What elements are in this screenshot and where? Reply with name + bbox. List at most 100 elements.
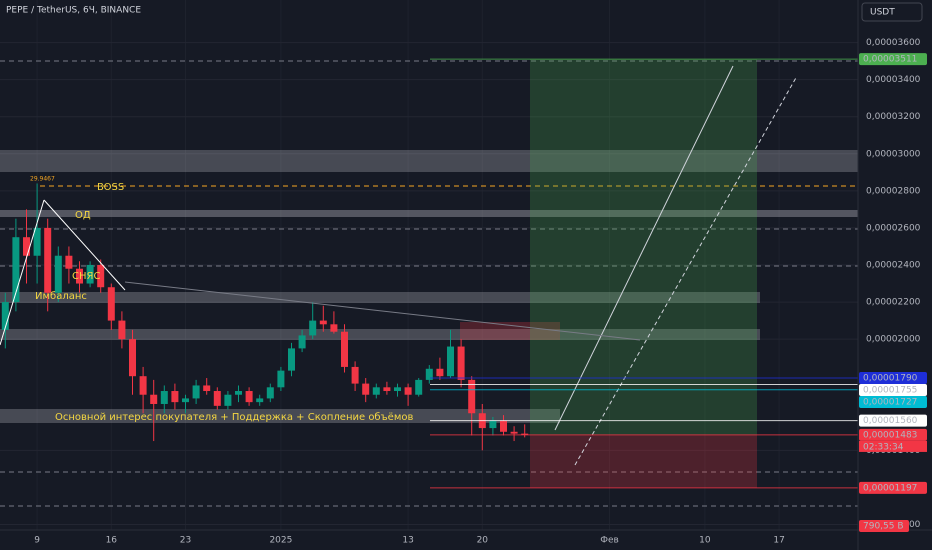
candle-body (182, 398, 189, 403)
x-tick-label: 9 (34, 536, 40, 546)
candle-body (107, 287, 115, 321)
currency-button-label[interactable]: USDT (870, 8, 895, 18)
x-tick-label: 16 (106, 536, 118, 546)
candle-body (171, 391, 179, 403)
candle-body (86, 265, 94, 284)
candle-body (76, 268, 83, 284)
candle-body (298, 335, 306, 349)
zone (0, 150, 858, 172)
price-label-box (859, 428, 927, 441)
trend-line (0, 199, 45, 346)
candle-body (256, 398, 264, 403)
volume-label-box (859, 520, 909, 532)
candle-body (65, 255, 73, 269)
x-tick-label: 20 (477, 536, 489, 546)
target-arrow (574, 75, 798, 466)
candle-body (23, 237, 30, 256)
price-label: 0,00001755 (863, 386, 917, 396)
price-label-box (859, 481, 927, 494)
candle-body (362, 383, 370, 395)
candle-body (12, 237, 20, 303)
price-label: 0,00003511 (863, 55, 917, 65)
annotation: ОД (75, 210, 91, 221)
trend-line (124, 281, 641, 341)
candle-body (372, 387, 380, 395)
candle-body (383, 387, 391, 392)
price-label-box (859, 414, 927, 427)
candle-body (118, 320, 126, 340)
candle-body (192, 385, 200, 399)
candle-body (224, 394, 232, 406)
candle-body (33, 227, 41, 256)
candle-body (468, 379, 476, 414)
candle-body (288, 348, 295, 371)
countdown: 02:33:34 (863, 442, 904, 452)
price-label-box (859, 384, 927, 397)
y-tick-label: 0,00003600 (866, 38, 921, 48)
candle-body (203, 385, 211, 392)
candle-body (500, 420, 507, 432)
countdown-box (859, 440, 927, 452)
candle-body (44, 227, 52, 293)
target-arrow (554, 65, 734, 431)
chart-title: PEPE / TetherUS, 6Ч, BINANCE (6, 6, 141, 16)
annotation: 29.9467 (30, 176, 55, 183)
annotation: BOSS (97, 182, 124, 193)
candle-body (309, 320, 317, 336)
zone (0, 292, 760, 303)
zone (0, 210, 858, 217)
x-tick-label: Фев (600, 536, 619, 546)
candle-body (415, 379, 423, 395)
x-tick-label: 2025 (269, 536, 292, 546)
y-tick-label: 0,00002400 (866, 261, 921, 271)
y-tick-label: 0,00002200 (866, 298, 921, 308)
candle-body (436, 368, 444, 377)
candle-body (266, 387, 274, 399)
zone (0, 409, 560, 423)
candle-body (277, 370, 285, 388)
candle-body (351, 366, 359, 384)
candle-body (129, 339, 136, 377)
candle-body (245, 391, 253, 403)
price-label: 0,00001790 (863, 374, 918, 384)
candle-body (213, 391, 221, 406)
y-tick-label: 0,00002000 (866, 335, 921, 345)
price-label: 0,00001727 (863, 398, 917, 408)
x-tick-label: 10 (699, 536, 711, 546)
candle-body (160, 391, 168, 404)
stop-zone (530, 434, 757, 488)
candle-body (54, 255, 62, 293)
candle-body (139, 376, 147, 395)
levels (0, 60, 858, 507)
x-tick-label: 13 (402, 536, 413, 546)
price-label-box (859, 396, 927, 409)
volume-label: 790,55 B (863, 522, 904, 532)
y-tick-label: 0,00002600 (866, 223, 921, 233)
price-label: 0,00001483 (863, 430, 917, 440)
candle-body (97, 265, 105, 288)
price-label-box (859, 372, 927, 385)
currency-button[interactable] (861, 2, 923, 22)
zone (0, 329, 760, 340)
candle-body (235, 391, 242, 395)
candle-body (521, 433, 529, 435)
candle-body (457, 346, 465, 380)
candle-body (341, 331, 348, 367)
y-tick-label: 0,00003200 (866, 112, 921, 122)
candle-body (489, 420, 497, 429)
candle-body (510, 431, 518, 434)
annotation: Основной интерес покупателя + Поддержка … (55, 412, 413, 423)
x-tick-label: 17 (773, 536, 784, 546)
price-label: 0,00001197 (863, 483, 917, 493)
trend-line (43, 199, 126, 291)
price-label-box (859, 53, 927, 66)
y-tick-label: 0,00003400 (866, 75, 921, 85)
candle-body (330, 324, 338, 332)
price-label: 0,00001560 (863, 416, 918, 426)
candle-body (1, 302, 9, 330)
candle-body (394, 387, 401, 392)
target-zone (530, 59, 757, 435)
x-tick-label: 23 (180, 536, 191, 546)
annotation: Имбаланс (35, 291, 87, 302)
